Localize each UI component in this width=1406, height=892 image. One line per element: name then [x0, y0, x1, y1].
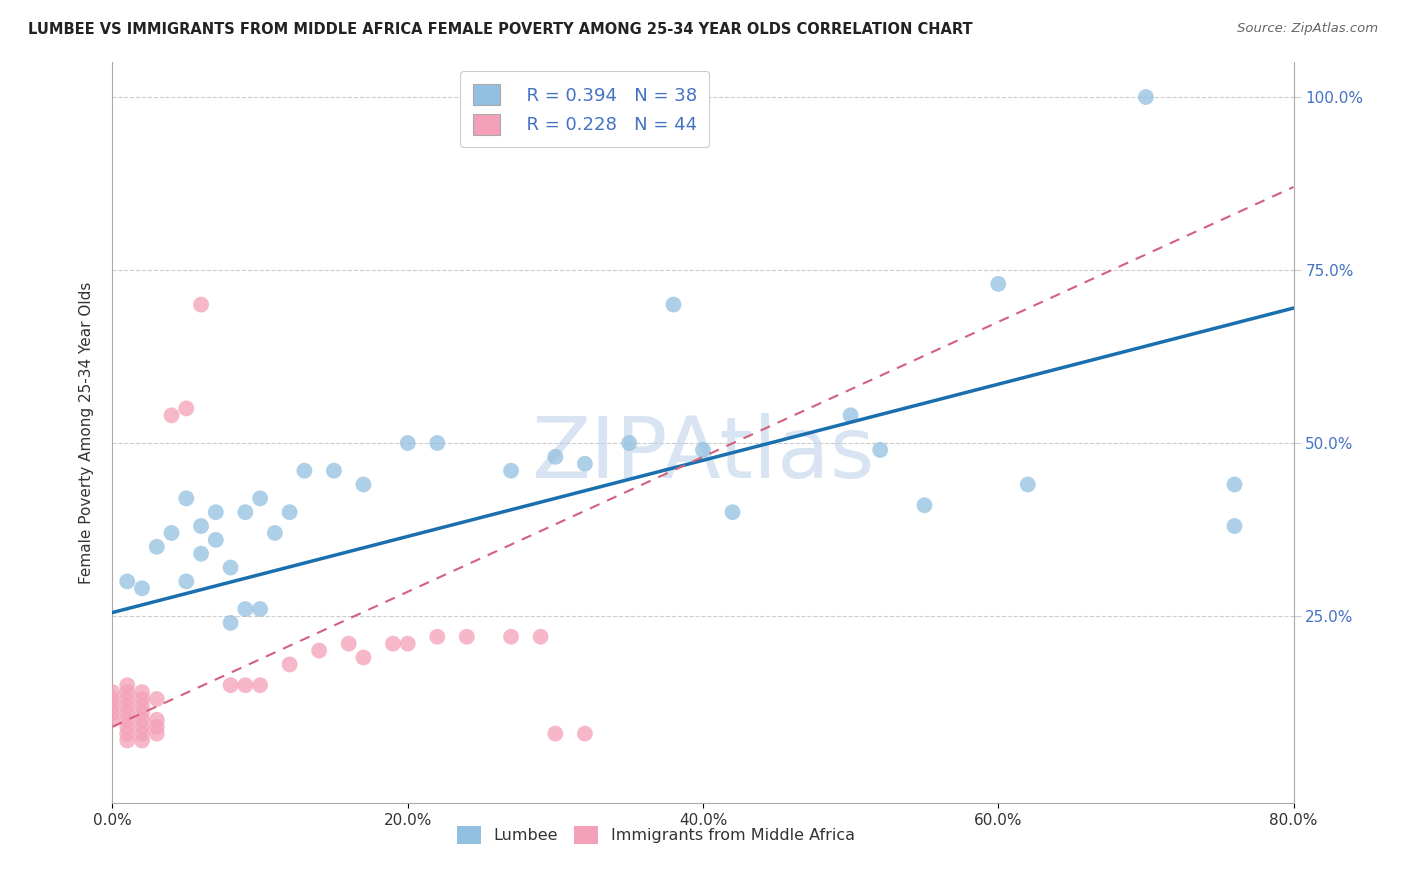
Point [131, 685, 153, 699]
Point [987, 277, 1010, 291]
Point [233, 602, 256, 616]
Point [396, 637, 419, 651]
Point [117, 733, 138, 747]
Point [869, 442, 891, 457]
Point [131, 713, 153, 727]
Point [117, 726, 138, 740]
Point [501, 630, 523, 644]
Legend: Lumbee, Immigrants from Middle Africa: Lumbee, Immigrants from Middle Africa [450, 819, 860, 850]
Point [174, 491, 197, 506]
Y-axis label: Female Poverty Among 25-34 Year Olds: Female Poverty Among 25-34 Year Olds [79, 282, 94, 583]
Point [205, 505, 228, 519]
Point [839, 409, 862, 423]
Point [249, 491, 271, 506]
Point [174, 401, 197, 416]
Point [117, 692, 138, 706]
Point [131, 582, 153, 596]
Point [131, 692, 153, 706]
Point [101, 685, 124, 699]
Point [146, 720, 169, 734]
Point [117, 698, 138, 713]
Text: ZIPAtlas: ZIPAtlas [531, 413, 875, 496]
Point [101, 692, 124, 706]
Point [117, 706, 138, 720]
Point [352, 477, 374, 491]
Point [292, 464, 315, 478]
Point [160, 525, 183, 540]
Point [146, 540, 169, 554]
Point [529, 630, 551, 644]
Point [117, 720, 138, 734]
Point [190, 297, 212, 311]
Point [146, 692, 169, 706]
Point [160, 409, 183, 423]
Point [131, 733, 153, 747]
Point [233, 505, 256, 519]
Point [249, 602, 271, 616]
Point [233, 678, 256, 692]
Point [308, 643, 330, 657]
Point [426, 630, 449, 644]
Point [501, 464, 523, 478]
Point [219, 615, 242, 630]
Point [101, 713, 124, 727]
Point [190, 547, 212, 561]
Point [117, 574, 138, 589]
Point [101, 706, 124, 720]
Point [146, 713, 169, 727]
Point [396, 436, 419, 450]
Point [352, 650, 374, 665]
Point [1135, 90, 1157, 104]
Point [574, 726, 596, 740]
Point [1223, 519, 1246, 533]
Point [619, 436, 641, 450]
Point [249, 678, 271, 692]
Point [662, 297, 685, 311]
Point [323, 464, 346, 478]
Point [1223, 477, 1246, 491]
Point [544, 450, 567, 464]
Point [101, 698, 124, 713]
Text: Source: ZipAtlas.com: Source: ZipAtlas.com [1237, 22, 1378, 36]
Point [131, 720, 153, 734]
Point [219, 678, 242, 692]
Point [426, 436, 449, 450]
Point [146, 726, 169, 740]
Point [1017, 477, 1039, 491]
Point [117, 713, 138, 727]
Point [131, 698, 153, 713]
Point [721, 505, 744, 519]
Text: LUMBEE VS IMMIGRANTS FROM MIDDLE AFRICA FEMALE POVERTY AMONG 25-34 YEAR OLDS COR: LUMBEE VS IMMIGRANTS FROM MIDDLE AFRICA … [28, 22, 973, 37]
Point [117, 685, 138, 699]
Point [278, 505, 301, 519]
Point [174, 574, 197, 589]
Point [219, 560, 242, 574]
Point [692, 442, 714, 457]
Point [190, 519, 212, 533]
Point [337, 637, 360, 651]
Point [131, 726, 153, 740]
Point [456, 630, 478, 644]
Point [544, 726, 567, 740]
Point [117, 678, 138, 692]
Point [131, 706, 153, 720]
Point [205, 533, 228, 547]
Point [264, 525, 287, 540]
Point [382, 637, 405, 651]
Point [278, 657, 301, 672]
Point [914, 498, 936, 512]
Point [574, 457, 596, 471]
